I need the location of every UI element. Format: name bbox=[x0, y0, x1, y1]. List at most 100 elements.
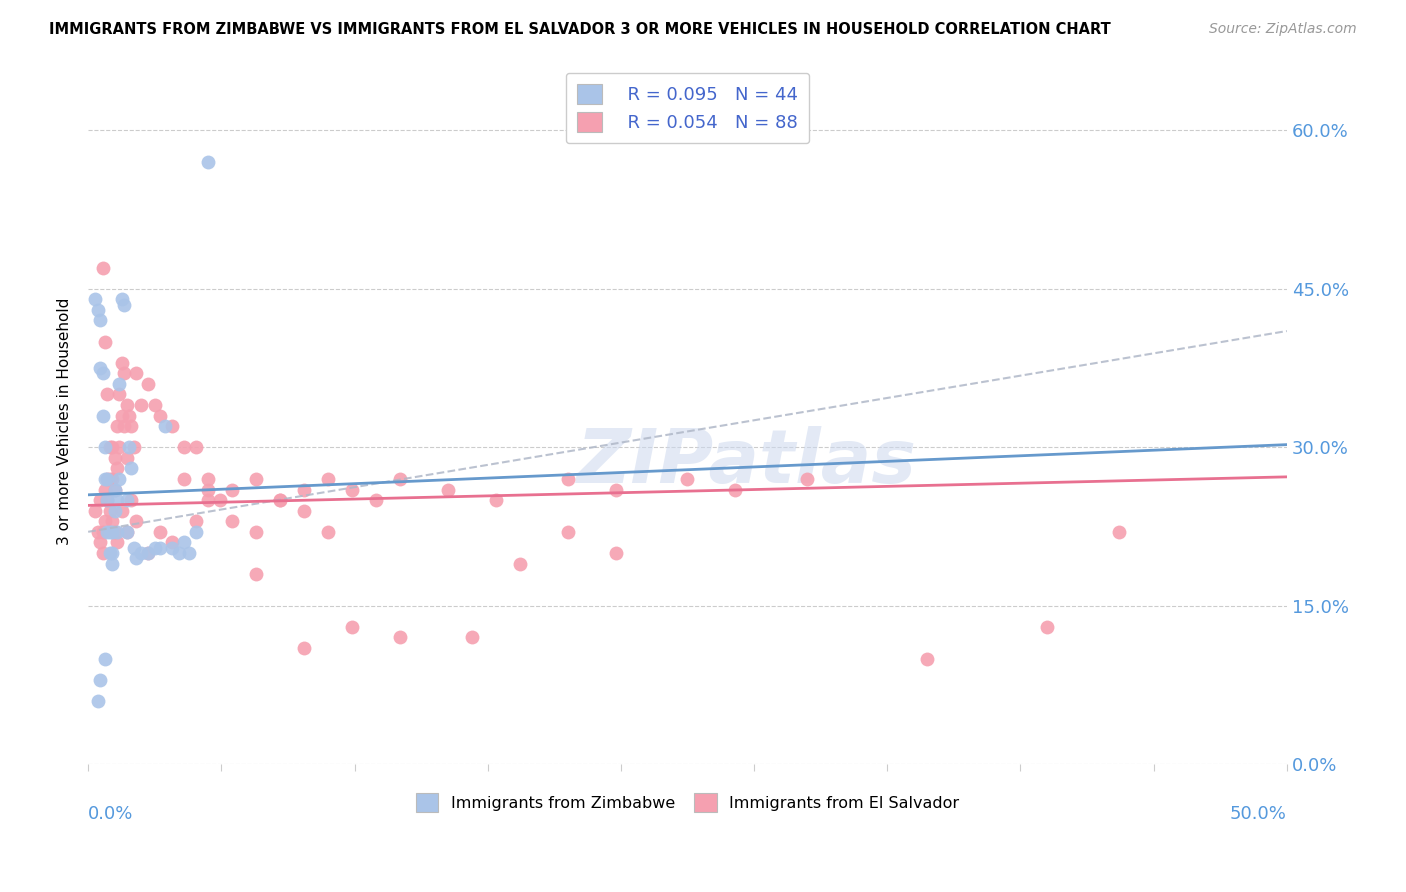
Point bbox=[112, 419, 135, 434]
Point bbox=[96, 472, 118, 486]
Point bbox=[98, 524, 121, 539]
Point bbox=[103, 450, 125, 465]
Point bbox=[115, 524, 138, 539]
Point bbox=[796, 472, 818, 486]
Point bbox=[120, 419, 142, 434]
Point bbox=[111, 504, 134, 518]
Point bbox=[101, 557, 124, 571]
Point bbox=[91, 409, 114, 423]
Point bbox=[1108, 524, 1130, 539]
Point bbox=[173, 472, 195, 486]
Point bbox=[118, 409, 141, 423]
Point bbox=[184, 440, 207, 454]
Point bbox=[108, 376, 131, 391]
Point bbox=[115, 493, 138, 508]
Point bbox=[101, 524, 124, 539]
Point bbox=[136, 546, 159, 560]
Point bbox=[269, 493, 291, 508]
Point bbox=[94, 514, 117, 528]
Y-axis label: 3 or more Vehicles in Household: 3 or more Vehicles in Household bbox=[58, 297, 72, 544]
Point bbox=[101, 514, 124, 528]
Text: 50.0%: 50.0% bbox=[1230, 805, 1286, 823]
Point bbox=[101, 472, 124, 486]
Point bbox=[160, 541, 183, 555]
Point bbox=[340, 483, 363, 497]
Point bbox=[136, 546, 159, 560]
Point bbox=[105, 419, 128, 434]
Point bbox=[316, 524, 339, 539]
Point bbox=[153, 419, 176, 434]
Point bbox=[149, 541, 172, 555]
Point bbox=[1036, 620, 1059, 634]
Point bbox=[184, 524, 207, 539]
Point bbox=[125, 367, 148, 381]
Point bbox=[111, 293, 134, 307]
Point bbox=[184, 514, 207, 528]
Point bbox=[87, 694, 110, 708]
Point bbox=[461, 631, 484, 645]
Point bbox=[160, 535, 183, 549]
Point bbox=[221, 483, 243, 497]
Point bbox=[173, 535, 195, 549]
Point bbox=[89, 673, 111, 687]
Point bbox=[509, 557, 531, 571]
Point bbox=[364, 493, 387, 508]
Text: ZIPatlas: ZIPatlas bbox=[578, 425, 918, 499]
Point bbox=[111, 409, 134, 423]
Point bbox=[316, 472, 339, 486]
Point bbox=[245, 567, 267, 582]
Point bbox=[105, 535, 128, 549]
Point bbox=[115, 524, 138, 539]
Point bbox=[94, 440, 117, 454]
Point bbox=[89, 535, 111, 549]
Point bbox=[105, 493, 128, 508]
Point bbox=[245, 472, 267, 486]
Point bbox=[96, 524, 118, 539]
Point bbox=[388, 472, 411, 486]
Point bbox=[915, 651, 938, 665]
Point bbox=[122, 541, 145, 555]
Point bbox=[388, 631, 411, 645]
Point bbox=[84, 293, 107, 307]
Point bbox=[103, 483, 125, 497]
Point bbox=[101, 440, 124, 454]
Point bbox=[676, 472, 699, 486]
Point bbox=[143, 398, 166, 412]
Point bbox=[221, 514, 243, 528]
Point bbox=[111, 356, 134, 370]
Text: IMMIGRANTS FROM ZIMBABWE VS IMMIGRANTS FROM EL SALVADOR 3 OR MORE VEHICLES IN HO: IMMIGRANTS FROM ZIMBABWE VS IMMIGRANTS F… bbox=[49, 22, 1111, 37]
Point bbox=[98, 472, 121, 486]
Point bbox=[122, 440, 145, 454]
Point bbox=[98, 546, 121, 560]
Point bbox=[112, 367, 135, 381]
Point bbox=[115, 398, 138, 412]
Point bbox=[167, 546, 190, 560]
Legend: Immigrants from Zimbabwe, Immigrants from El Salvador: Immigrants from Zimbabwe, Immigrants fro… bbox=[409, 787, 966, 818]
Point bbox=[340, 620, 363, 634]
Point bbox=[91, 524, 114, 539]
Point bbox=[96, 387, 118, 401]
Point bbox=[89, 361, 111, 376]
Point bbox=[94, 472, 117, 486]
Point bbox=[103, 524, 125, 539]
Point bbox=[96, 472, 118, 486]
Point bbox=[129, 398, 152, 412]
Point bbox=[91, 367, 114, 381]
Point bbox=[89, 493, 111, 508]
Point bbox=[197, 483, 219, 497]
Point bbox=[129, 546, 152, 560]
Point bbox=[120, 461, 142, 475]
Point bbox=[112, 298, 135, 312]
Point bbox=[105, 524, 128, 539]
Point bbox=[160, 419, 183, 434]
Point bbox=[724, 483, 747, 497]
Point bbox=[292, 504, 315, 518]
Point bbox=[84, 504, 107, 518]
Point bbox=[98, 504, 121, 518]
Point bbox=[96, 493, 118, 508]
Point bbox=[91, 260, 114, 275]
Point bbox=[87, 302, 110, 317]
Point bbox=[94, 651, 117, 665]
Point bbox=[197, 472, 219, 486]
Point bbox=[557, 524, 579, 539]
